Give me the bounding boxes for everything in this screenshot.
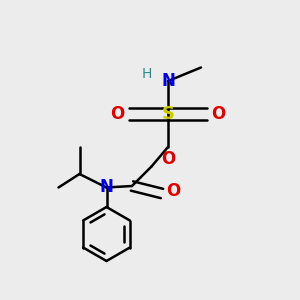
Text: N: N bbox=[100, 178, 113, 196]
Text: O: O bbox=[161, 150, 175, 168]
Text: O: O bbox=[211, 105, 226, 123]
Text: S: S bbox=[161, 105, 175, 123]
Text: N: N bbox=[161, 72, 175, 90]
Text: H: H bbox=[142, 67, 152, 80]
Text: O: O bbox=[166, 182, 181, 200]
Text: O: O bbox=[110, 105, 125, 123]
